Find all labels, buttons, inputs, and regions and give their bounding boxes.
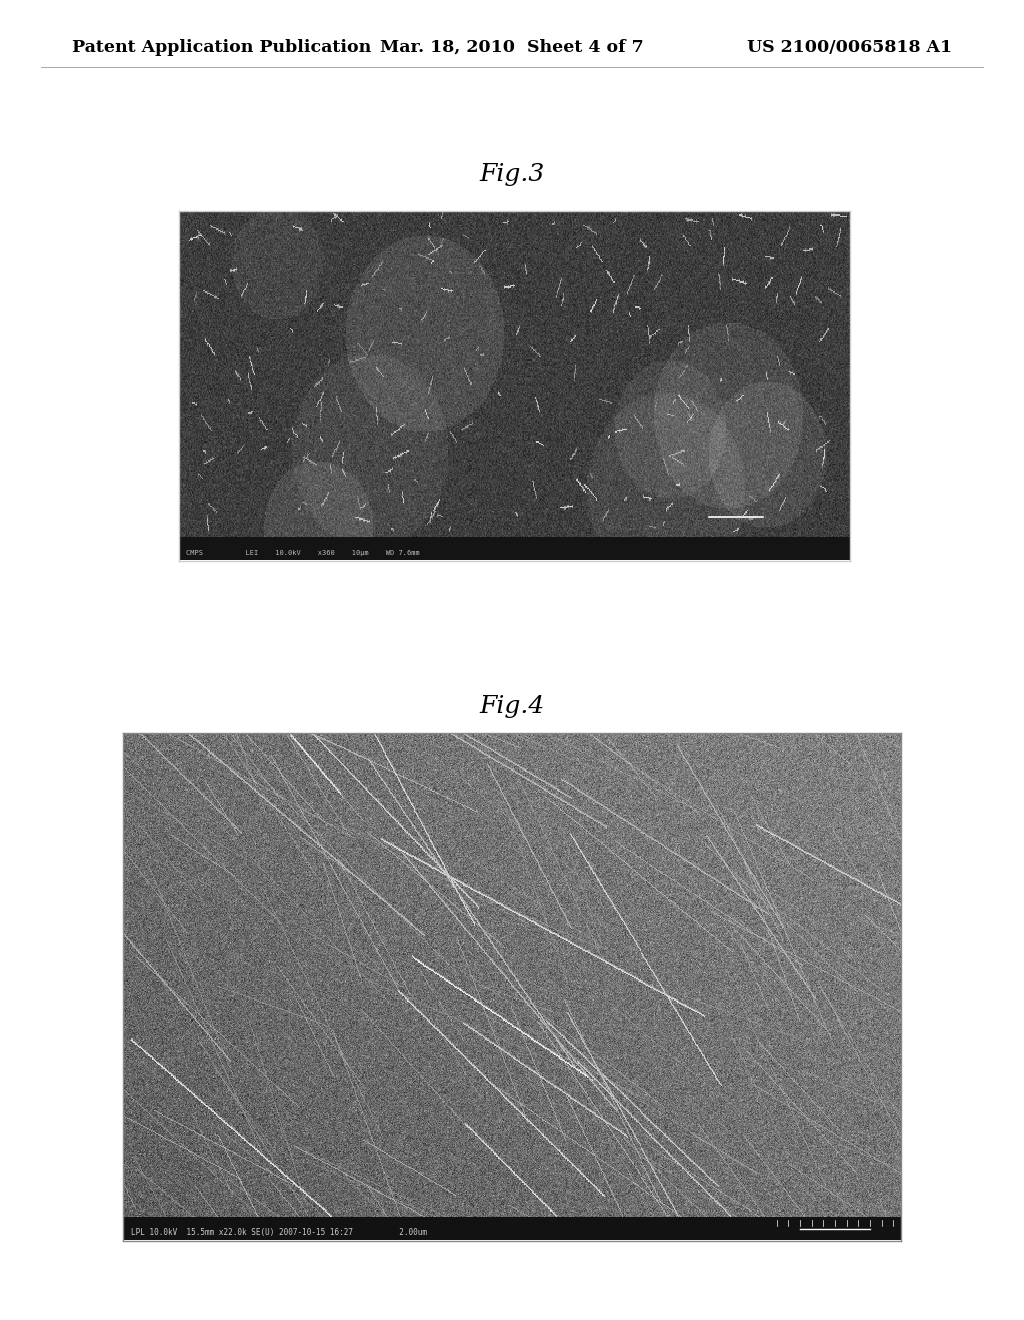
Text: CMPS          LEI    10.0kV    x360    10μm    WD 7.6mm: CMPS LEI 10.0kV x360 10μm WD 7.6mm [186, 550, 420, 556]
Text: Mar. 18, 2010  Sheet 4 of 7: Mar. 18, 2010 Sheet 4 of 7 [380, 40, 644, 55]
Text: Fig.4: Fig.4 [479, 694, 545, 718]
Text: Patent Application Publication: Patent Application Publication [72, 40, 371, 55]
Text: LPL 10.0kV  15.5mm x22.0k SE(U) 2007-10-15 16:27          2.00um: LPL 10.0kV 15.5mm x22.0k SE(U) 2007-10-1… [131, 1228, 427, 1237]
Text: US 2100/0065818 A1: US 2100/0065818 A1 [748, 40, 952, 55]
Text: Fig.3: Fig.3 [479, 162, 545, 186]
